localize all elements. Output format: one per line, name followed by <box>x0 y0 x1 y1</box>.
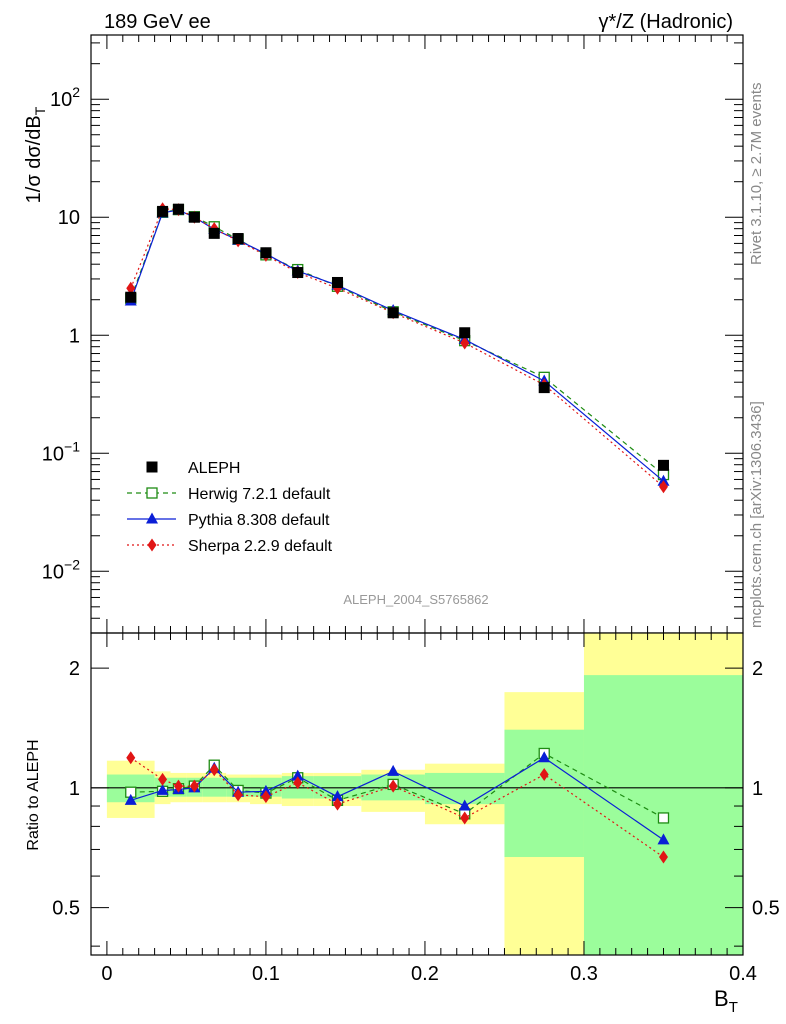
y-tick-label: 10−1 <box>42 438 80 465</box>
ratio-y-tick-label: 0.5 <box>52 898 80 920</box>
legend-label: ALEPH <box>188 460 240 477</box>
data-point <box>658 480 668 494</box>
data-point <box>157 205 169 217</box>
ratio-point <box>261 790 271 804</box>
data-point <box>657 459 669 471</box>
header-right: γ*/Z (Hadronic) <box>599 11 733 33</box>
ratio-y-tick-label: 1 <box>69 778 80 800</box>
y-tick-label: 1 <box>69 325 80 347</box>
legend-entry: Pythia 8.308 default <box>127 512 330 529</box>
data-point <box>460 336 470 350</box>
stat-uncertainty-band <box>424 772 505 805</box>
ratio-point <box>158 772 168 786</box>
legend-label: Sherpa 2.2.9 default <box>188 538 333 555</box>
ratio-point <box>538 751 551 763</box>
ratio-point <box>209 763 219 777</box>
rivet-label: Rivet 3.1.10, ≥ 2.7M events <box>748 83 765 266</box>
ratio-point <box>657 833 670 845</box>
ratio-point <box>291 769 304 781</box>
ratio-point <box>387 764 400 776</box>
ratio-point <box>332 797 342 811</box>
legend-entry: ALEPH <box>146 460 240 477</box>
ratio-y-tick-label: 2 <box>752 658 763 680</box>
data-point <box>387 307 399 319</box>
data-point <box>331 276 343 288</box>
legend-entry: Herwig 7.2.1 default <box>127 486 331 503</box>
main-y-axis-label: 1/σ dσ/dBT <box>23 106 48 203</box>
data-point <box>260 247 272 259</box>
ratio-y-axis-label: Ratio to ALEPH <box>25 739 42 850</box>
data-point <box>208 227 220 239</box>
data-point <box>172 203 184 215</box>
header-left: 189 GeV ee <box>104 11 211 33</box>
legend-marker <box>146 487 158 499</box>
ratio-panel: 0.5 0.51 12 2 0 0.1 0.2 0.3 0.4 Ratio to ALEPH … <box>25 632 780 1016</box>
ratio-point <box>458 799 471 811</box>
data-point <box>292 267 304 279</box>
legend: ALEPH Herwig 7.2.1 default Pythia 8.308 de… <box>127 460 333 555</box>
watermark: ALEPH_2004_S5765862 <box>343 592 488 607</box>
ratio-point <box>173 779 183 793</box>
ratio-point <box>156 783 169 795</box>
ratio-point <box>293 776 303 790</box>
ratio-point <box>189 779 199 793</box>
x-tick-label: 0.2 <box>411 963 439 985</box>
ratio-point <box>331 790 344 802</box>
data-point <box>125 291 137 303</box>
legend-entry: Sherpa 2.2.9 default <box>127 538 333 555</box>
legend-marker <box>146 512 158 524</box>
data-point <box>126 281 136 295</box>
ratio-point <box>388 779 398 793</box>
y-tick-label: 10 <box>58 207 80 229</box>
ratio-point <box>658 850 668 864</box>
data-point <box>188 211 200 223</box>
legend-marker <box>146 461 158 473</box>
ratio-frame <box>90 632 744 956</box>
x-tick-label: 0.4 <box>729 963 757 985</box>
legend-label: Pythia 8.308 default <box>188 512 330 529</box>
legend-marker <box>147 538 157 552</box>
y-tick-label: 102 <box>50 84 80 111</box>
x-tick-label: 0.3 <box>570 963 598 985</box>
data-point <box>459 327 471 339</box>
series-line-1 <box>130 209 664 476</box>
x-tick-label: 0 <box>101 963 112 985</box>
ratio-point <box>460 811 470 825</box>
series-line-2 <box>130 209 664 482</box>
legend-label: Herwig 7.2.1 default <box>188 486 331 503</box>
x-axis-label: BT <box>714 986 738 1016</box>
ratio-y-tick-label: 0.5 <box>752 898 780 920</box>
y-tick-label: 10−2 <box>42 556 80 583</box>
ratio-y-tick-label: 2 <box>69 658 80 680</box>
stat-uncertainty-band <box>202 777 227 797</box>
ratio-y-tick-label: 1 <box>752 778 763 800</box>
x-tick-label: 0.1 <box>252 963 280 985</box>
data-point <box>657 474 670 486</box>
ratio-point <box>126 751 136 765</box>
mcplots-label: mcplots.cern.ch [arXiv:1306.3436] <box>748 401 765 628</box>
ratio-point <box>124 793 137 805</box>
ratio-point <box>539 768 549 782</box>
data-point <box>538 382 550 394</box>
series-line-3 <box>130 208 664 488</box>
main-panel: 10−2 10−1 1 10 102 1/σ dσ/dBT ALEPH_2004_S57… <box>23 34 744 634</box>
ratio-point <box>657 812 670 824</box>
ratio-point <box>233 788 243 802</box>
data-point <box>232 233 244 245</box>
